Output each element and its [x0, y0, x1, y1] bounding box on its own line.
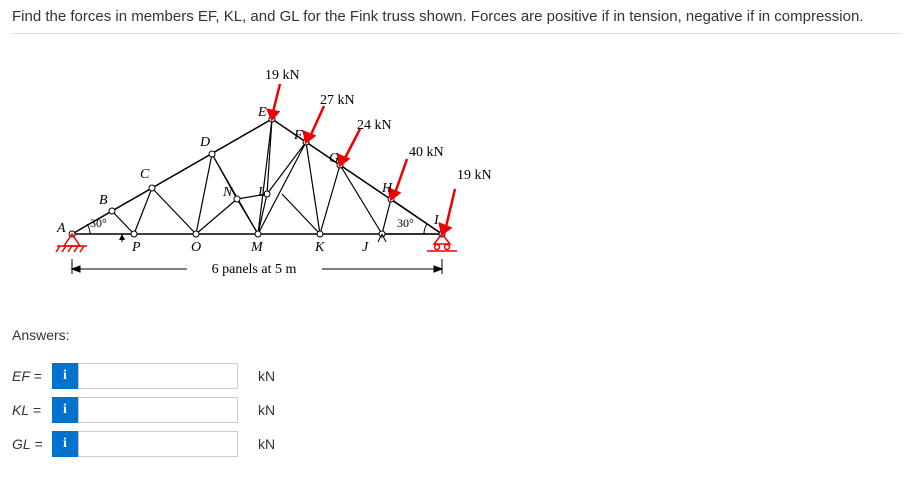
kl-input[interactable]: [78, 397, 238, 423]
svg-text:I: I: [433, 213, 440, 228]
svg-text:L: L: [257, 185, 266, 200]
truss-diagram: 6 panels at 5 m 19 kN 27 kN 24 kN 40 kN …: [42, 64, 901, 287]
svg-text:27 kN: 27 kN: [320, 93, 355, 108]
svg-text:H: H: [381, 181, 393, 196]
answer-row-ef: EF = i kN: [12, 363, 901, 389]
answer-label-ef: EF =: [12, 368, 52, 384]
info-icon[interactable]: i: [52, 431, 78, 457]
answer-row-kl: KL = i kN: [12, 397, 901, 423]
svg-text:E: E: [257, 105, 267, 120]
answer-label-kl: KL =: [12, 402, 52, 418]
svg-text:O: O: [191, 240, 201, 255]
svg-text:P: P: [131, 240, 141, 255]
svg-text:B: B: [99, 193, 108, 208]
svg-text:D: D: [199, 135, 210, 150]
svg-text:6 panels at 5 m: 6 panels at 5 m: [212, 262, 297, 277]
answers-section: Answers: EF = i kN KL = i kN GL = i kN: [12, 327, 901, 457]
answer-label-gl: GL =: [12, 436, 52, 452]
svg-text:40 kN: 40 kN: [409, 145, 444, 160]
svg-text:N: N: [222, 185, 233, 200]
ef-input[interactable]: [78, 363, 238, 389]
svg-text:30°: 30°: [90, 216, 107, 230]
svg-text:G: G: [329, 151, 339, 166]
svg-text:19 kN: 19 kN: [457, 168, 492, 183]
answers-header: Answers:: [12, 327, 901, 343]
unit-kl: kN: [258, 402, 275, 418]
svg-text:A: A: [56, 221, 66, 236]
svg-text:19 kN: 19 kN: [265, 68, 300, 83]
svg-text:C: C: [140, 167, 150, 182]
svg-text:J: J: [362, 240, 369, 255]
info-icon[interactable]: i: [52, 363, 78, 389]
unit-gl: kN: [258, 436, 275, 452]
svg-text:30°: 30°: [397, 216, 414, 230]
svg-text:24 kN: 24 kN: [357, 118, 392, 133]
svg-text:M: M: [250, 240, 264, 255]
unit-ef: kN: [258, 368, 275, 384]
svg-text:F: F: [293, 128, 303, 143]
svg-text:K: K: [314, 240, 325, 255]
truss-svg: 6 panels at 5 m 19 kN 27 kN 24 kN 40 kN …: [42, 64, 492, 284]
answer-row-gl: GL = i kN: [12, 431, 901, 457]
problem-statement: Find the forces in members EF, KL, and G…: [12, 8, 901, 34]
info-icon[interactable]: i: [52, 397, 78, 423]
gl-input[interactable]: [78, 431, 238, 457]
